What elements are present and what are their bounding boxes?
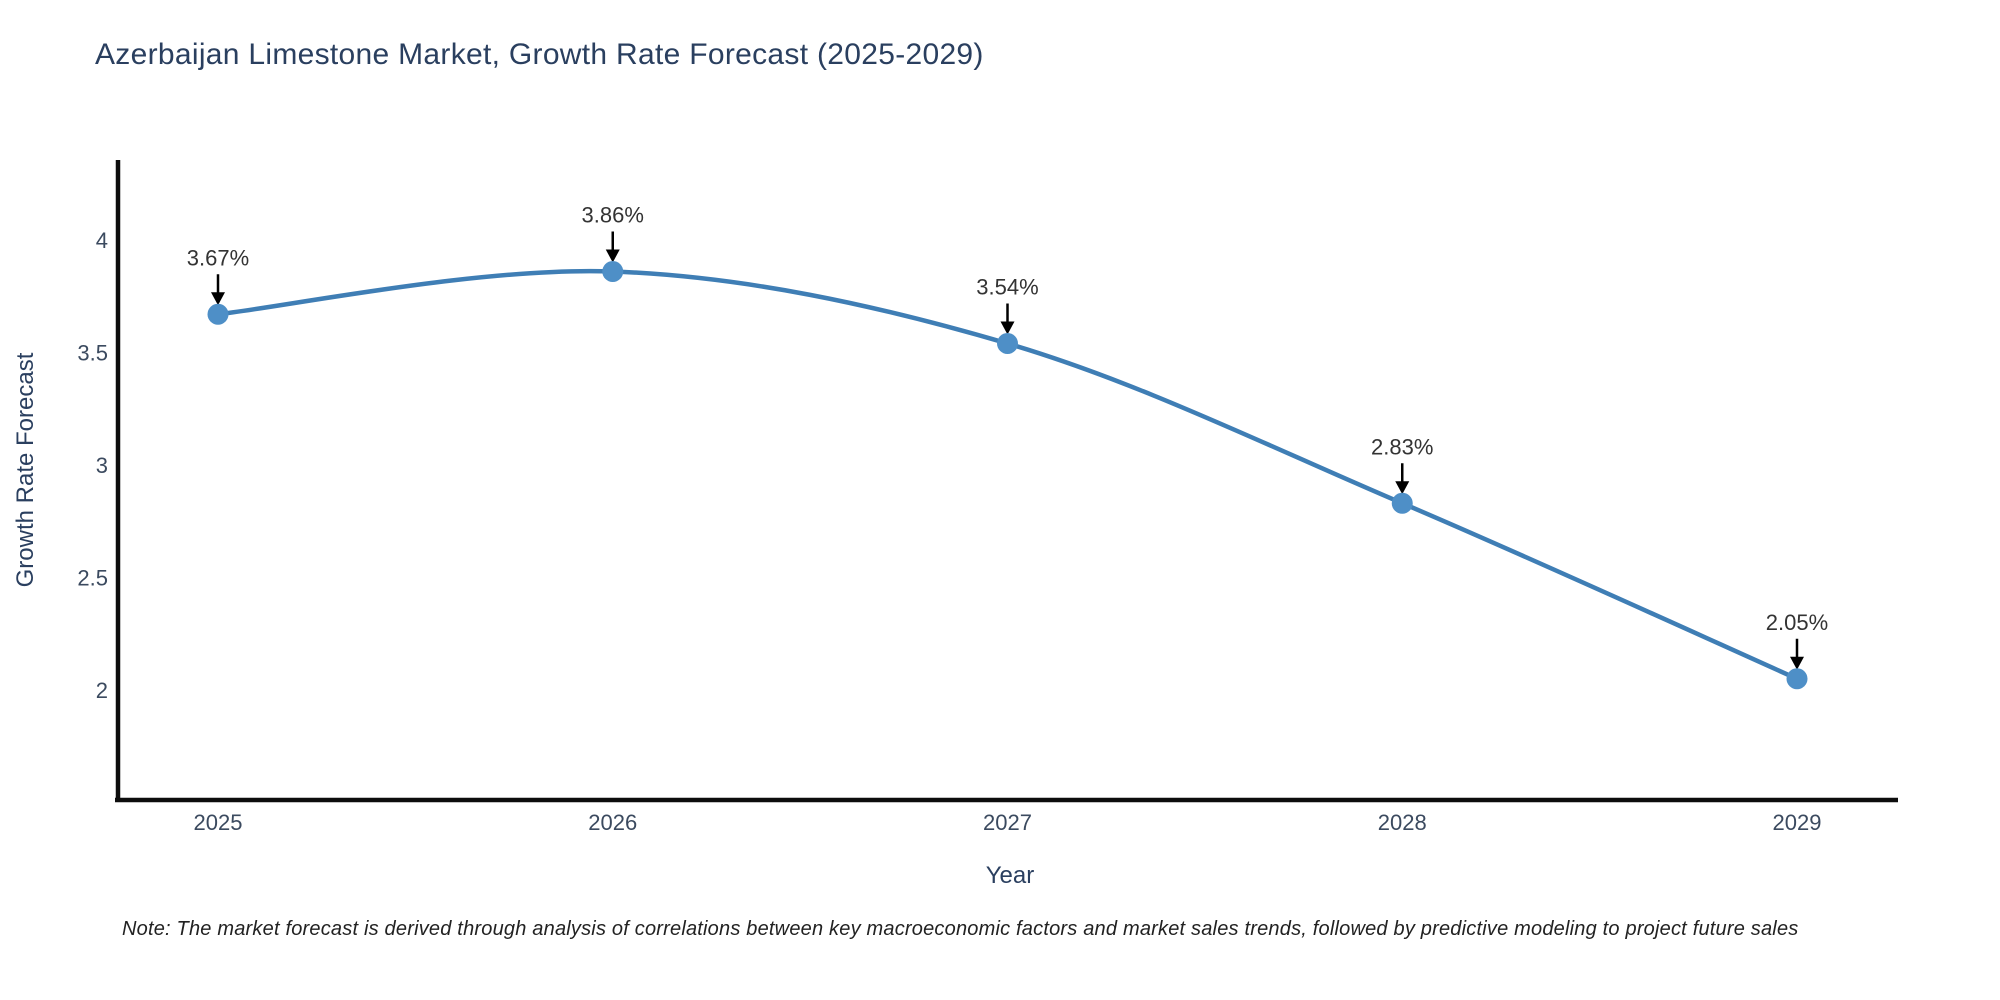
data-point-2025[interactable]	[207, 303, 229, 325]
x-tick-2025: 2025	[194, 810, 243, 835]
y-tick-4: 4	[96, 228, 108, 253]
y-tick-2: 2	[96, 678, 108, 703]
point-label-2026: 3.86%	[582, 203, 644, 228]
annotation-arrowhead-2027	[1000, 321, 1015, 335]
annotation-arrowhead-2029	[1790, 656, 1804, 670]
y-tick-3: 3	[96, 453, 108, 478]
y-tick-3.5: 3.5	[77, 341, 108, 366]
x-tick-2026: 2026	[588, 810, 637, 835]
annotation-arrowhead-2028	[1395, 481, 1410, 495]
x-tick-2027: 2027	[983, 810, 1032, 835]
x-tick-2028: 2028	[1378, 810, 1427, 835]
data-point-2026[interactable]	[602, 261, 624, 282]
point-label-2025: 3.67%	[187, 245, 249, 270]
data-point-2029[interactable]	[1786, 668, 1808, 690]
plot-area: 2 2.5 3 3.5 4 2025 2026 2027 2028 2029 3.67% 3.86% 3…	[77, 203, 1828, 836]
point-label-2029: 2.05%	[1766, 610, 1828, 635]
point-label-2027: 3.54%	[976, 275, 1038, 300]
x-tick-2029: 2029	[1773, 810, 1822, 835]
x-axis-title: Year	[986, 862, 1035, 889]
chart-title: Azerbaijan Limestone Market, Growth Rate…	[95, 38, 984, 71]
data-point-2028[interactable]	[1391, 492, 1413, 514]
chart-footnote: Note: The market forecast is derived thr…	[122, 918, 1799, 940]
annotation-arrowhead-2026	[605, 249, 620, 263]
annotation-arrowhead-2025	[211, 292, 225, 306]
y-tick-2.5: 2.5	[77, 566, 108, 591]
y-axis-title: Growth Rate Forecast	[12, 352, 39, 587]
point-label-2028: 2.83%	[1371, 434, 1433, 459]
data-point-2027[interactable]	[997, 333, 1018, 354]
